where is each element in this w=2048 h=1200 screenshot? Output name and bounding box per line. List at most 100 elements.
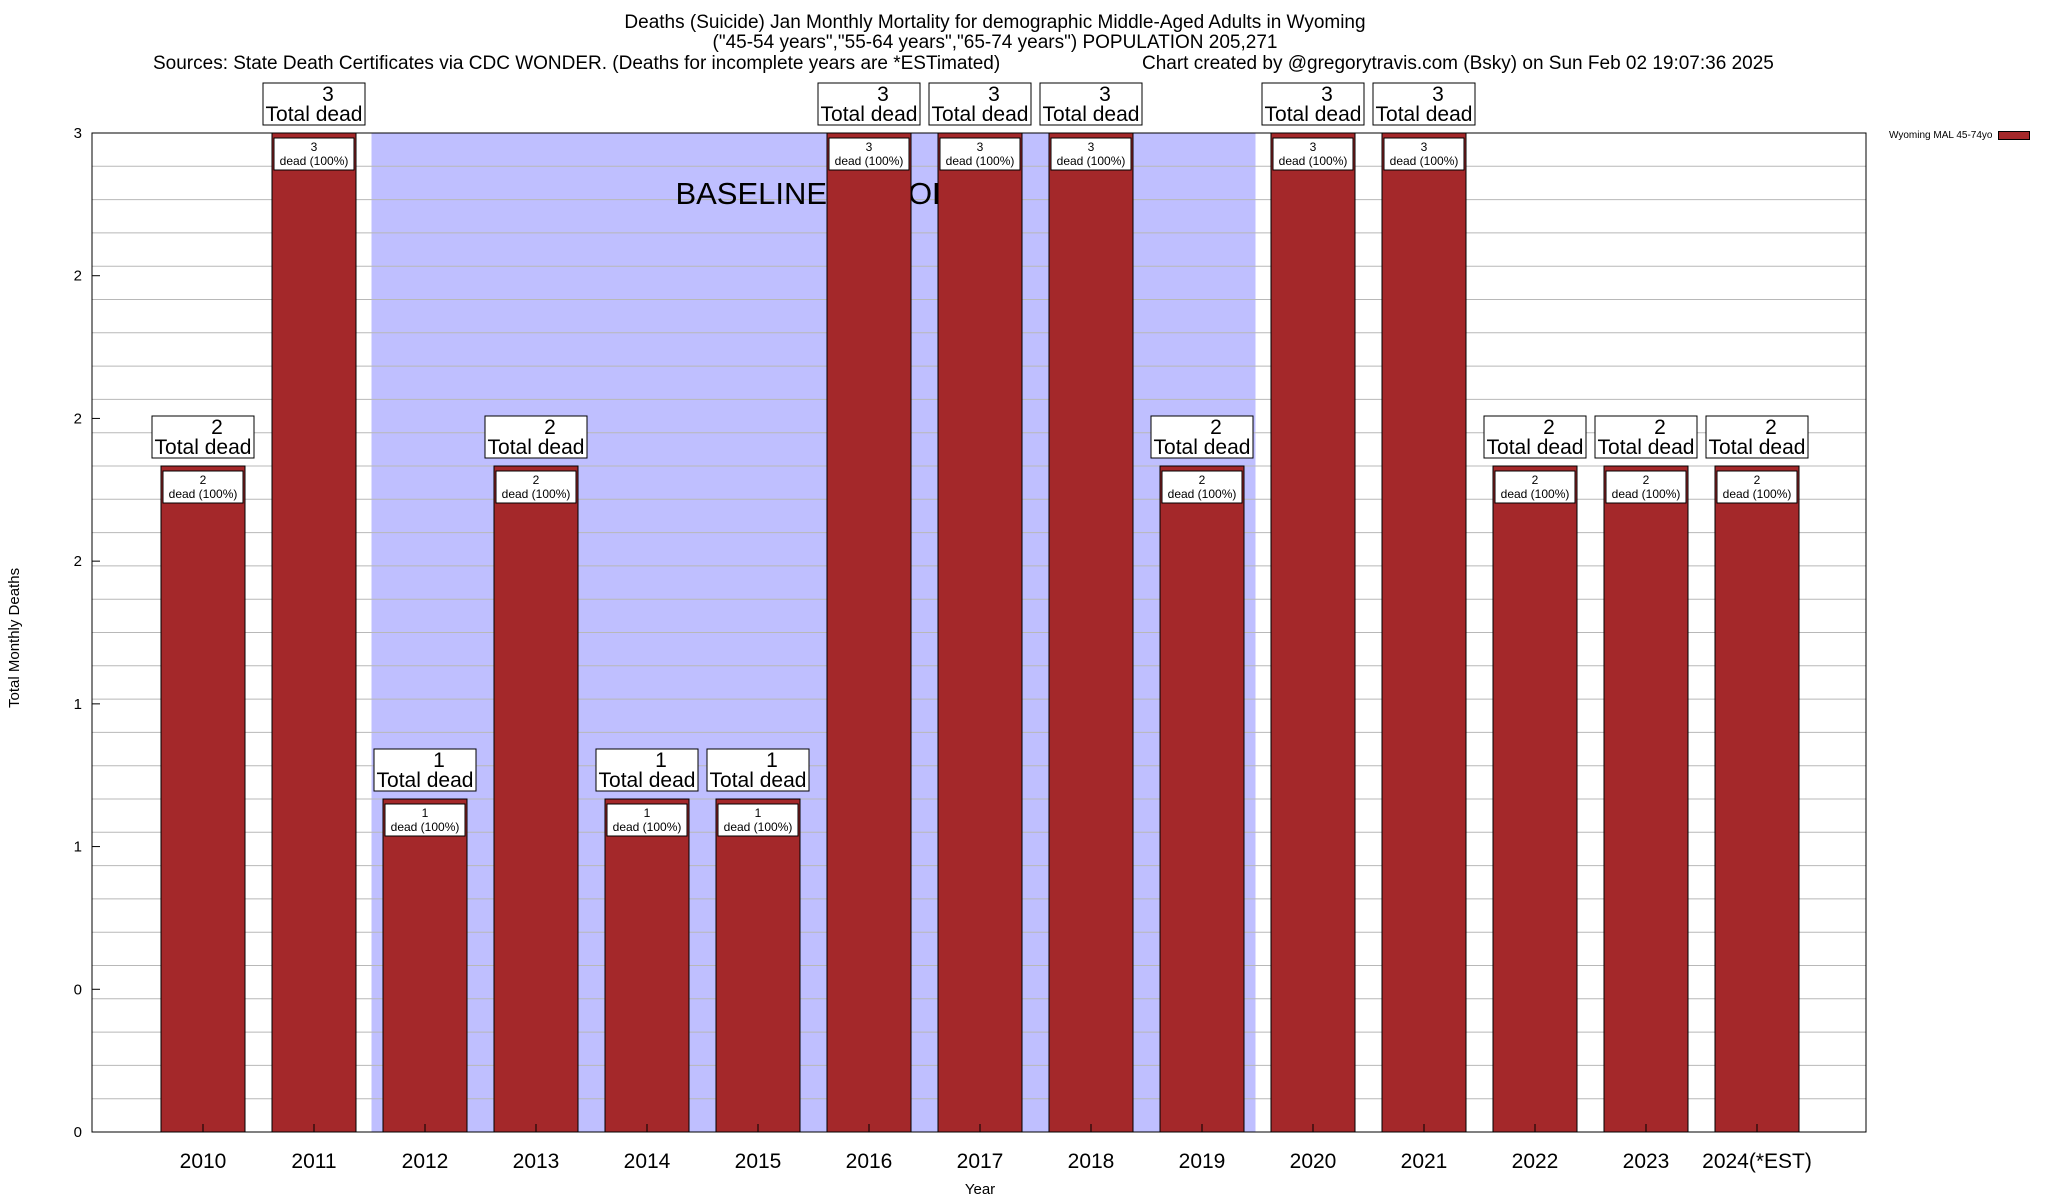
total-label-box <box>928 82 1032 126</box>
x-tick-label: 2016 <box>846 1150 893 1173</box>
total-label-box <box>1261 82 1365 126</box>
total-label-box <box>1483 415 1587 459</box>
x-tick-label: 2017 <box>957 1150 1004 1173</box>
inner-label-text: dead (100%) <box>613 820 682 834</box>
legend: Wyoming MAL 45-74yo <box>1889 130 2031 141</box>
inner-label-value: 2 <box>1532 473 1539 487</box>
chart-subtitle: ("45-54 years","55-64 years","65-74 year… <box>712 32 1278 53</box>
baseline-label: BASELINE PERIOD <box>675 176 954 211</box>
inner-label-box <box>1716 470 1798 504</box>
x-tick-label: 2021 <box>1401 1150 1448 1173</box>
total-label-text: Total dead <box>1598 436 1695 459</box>
bar <box>604 798 690 1133</box>
total-label-box <box>1039 82 1143 126</box>
x-tick-label: 2022 <box>1512 1150 1559 1173</box>
total-label-box <box>262 82 366 126</box>
x-tick-label: 2019 <box>1179 1150 1226 1173</box>
inner-label-value: 3 <box>311 140 318 154</box>
total-label-text: Total dead <box>821 103 918 126</box>
total-label-value: 2 <box>1210 416 1222 439</box>
total-label-value: 2 <box>1654 416 1666 439</box>
inner-label-text: dead (100%) <box>1390 154 1459 168</box>
inner-label-box <box>1383 137 1465 171</box>
x-axis-label: Year <box>964 1181 996 1198</box>
total-label-box <box>373 748 477 792</box>
inner-label-text: dead (100%) <box>724 820 793 834</box>
inner-label-value: 1 <box>755 806 762 820</box>
total-label-text: Total dead <box>932 103 1029 126</box>
inner-label-value: 3 <box>1310 140 1317 154</box>
inner-label-text: dead (100%) <box>1723 487 1792 501</box>
inner-label-box <box>1494 470 1576 504</box>
inner-label-box <box>1605 470 1687 504</box>
inner-label-value: 1 <box>644 806 651 820</box>
total-label-box <box>1594 415 1698 459</box>
inner-label-text: dead (100%) <box>169 487 238 501</box>
legend-label: Wyoming MAL 45-74yo <box>1889 130 1993 141</box>
x-tick-label: 2012 <box>402 1150 449 1173</box>
total-label-value: 3 <box>988 83 1000 106</box>
bar <box>1381 132 1467 1133</box>
total-label-text: Total dead <box>1376 103 1473 126</box>
total-label-value: 3 <box>322 83 334 106</box>
total-label-value: 1 <box>433 749 445 772</box>
bar <box>1159 465 1245 1133</box>
inner-label-box <box>606 803 688 837</box>
x-tick-label: 2023 <box>1623 1150 1670 1173</box>
chart-credit: Chart created by @gregorytravis.com (Bsk… <box>1142 53 1774 74</box>
total-label-text: Total dead <box>1043 103 1140 126</box>
y-tick-label: 0 <box>74 981 82 998</box>
total-label-text: Total dead <box>1265 103 1362 126</box>
bar <box>826 132 912 1133</box>
total-label-value: 1 <box>655 749 667 772</box>
x-tick-label: 2018 <box>1068 1150 1115 1173</box>
bar <box>160 465 246 1133</box>
y-tick-label: 1 <box>74 839 82 856</box>
inner-label-value: 3 <box>977 140 984 154</box>
inner-label-text: dead (100%) <box>502 487 571 501</box>
bar <box>493 465 579 1133</box>
total-label-text: Total dead <box>1709 436 1806 459</box>
total-label-box <box>1372 82 1476 126</box>
inner-label-value: 1 <box>422 806 429 820</box>
x-tick-label: 2014 <box>624 1150 671 1173</box>
total-label-value: 2 <box>544 416 556 439</box>
bar <box>937 132 1023 1133</box>
inner-label-text: dead (100%) <box>1612 487 1681 501</box>
chart-title: Deaths (Suicide) Jan Monthly Mortality f… <box>624 12 1366 33</box>
inner-label-box <box>717 803 799 837</box>
chart-sources: Sources: State Death Certificates via CD… <box>153 53 1001 74</box>
inner-label-text: dead (100%) <box>1279 154 1348 168</box>
legend-swatch <box>1998 131 2031 140</box>
y-tick-label: 2 <box>74 268 82 285</box>
y-tick-label: 0 <box>74 1124 82 1141</box>
y-axis-label: Total Monthly Deaths <box>6 567 23 708</box>
total-label-value: 3 <box>1432 83 1444 106</box>
inner-label-value: 2 <box>533 473 540 487</box>
total-label-box <box>1705 415 1809 459</box>
inner-label-text: dead (100%) <box>1057 154 1126 168</box>
total-label-value: 2 <box>1765 416 1777 439</box>
inner-label-text: dead (100%) <box>1168 487 1237 501</box>
total-label-box <box>817 82 921 126</box>
inner-label-text: dead (100%) <box>946 154 1015 168</box>
total-label-value: 2 <box>1543 416 1555 439</box>
inner-label-box <box>162 470 244 504</box>
total-label-box <box>706 748 810 792</box>
inner-label-text: dead (100%) <box>280 154 349 168</box>
total-label-value: 3 <box>1321 83 1333 106</box>
inner-label-box <box>273 137 355 171</box>
bar <box>715 798 801 1133</box>
bar <box>1603 465 1689 1133</box>
inner-label-box <box>939 137 1021 171</box>
x-tick-label: 2024(*EST) <box>1702 1150 1812 1173</box>
plot-frame <box>91 132 1867 1133</box>
total-label-value: 3 <box>877 83 889 106</box>
total-label-text: Total dead <box>1487 436 1584 459</box>
total-label-box <box>151 415 255 459</box>
total-label-value: 2 <box>211 416 223 439</box>
inner-label-box <box>828 137 910 171</box>
x-tick-label: 2020 <box>1290 1150 1337 1173</box>
total-label-value: 3 <box>1099 83 1111 106</box>
